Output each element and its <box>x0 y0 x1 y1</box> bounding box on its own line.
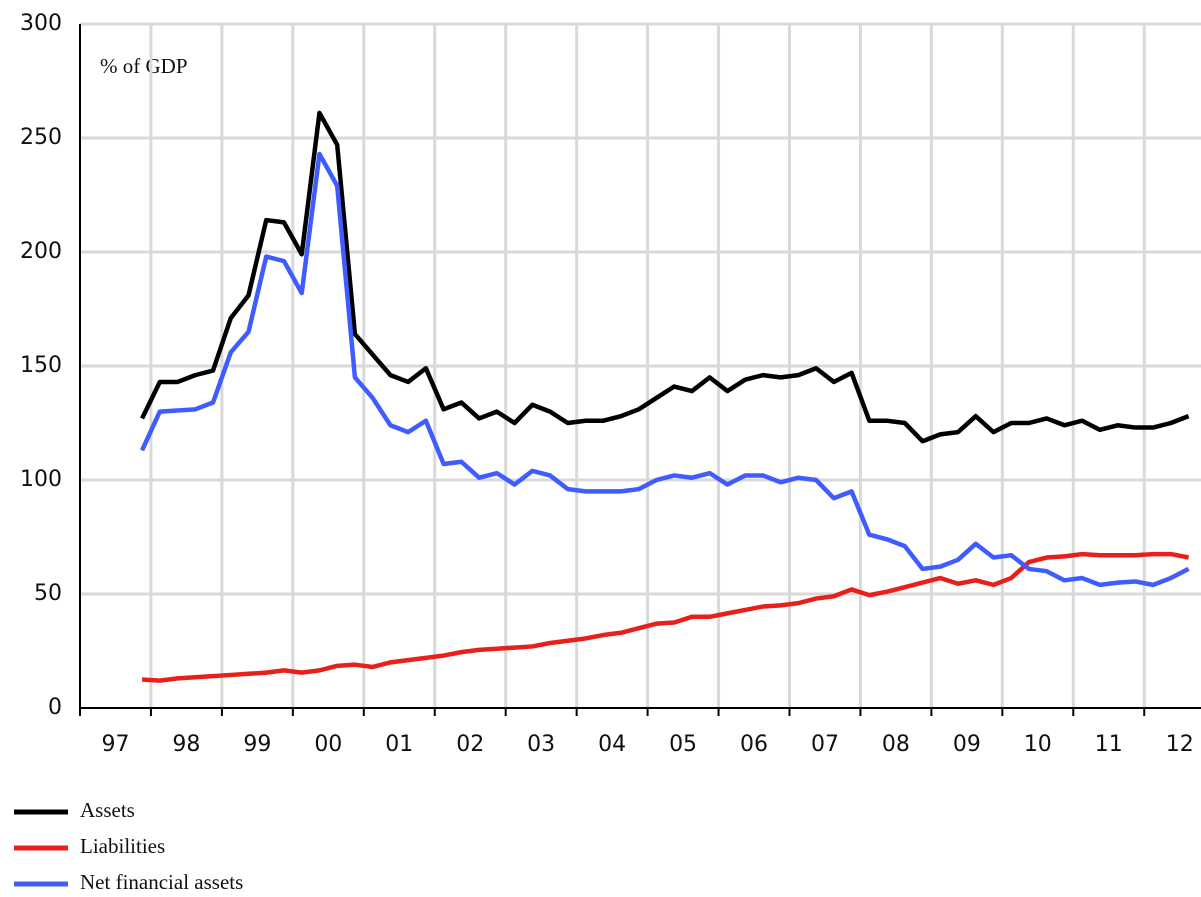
x-tick-label: 99 <box>243 732 271 757</box>
x-tick-label: 02 <box>456 732 484 757</box>
series-line <box>140 151 1190 588</box>
legend-label: Net financial assets <box>80 870 243 894</box>
x-tick-label: 97 <box>101 732 129 757</box>
series-line <box>141 551 1190 683</box>
series-line <box>140 110 1190 444</box>
y-tick-label: 50 <box>34 581 62 606</box>
y-tick-label: 200 <box>20 239 62 264</box>
x-tick-label: 12 <box>1166 732 1194 757</box>
legend-label: Assets <box>80 798 135 822</box>
x-tick-label: 07 <box>811 732 839 757</box>
x-tick-label: 09 <box>953 732 981 757</box>
x-tick-label: 11 <box>1095 732 1123 757</box>
y-tick-label: 150 <box>20 353 62 378</box>
x-tick-label: 03 <box>527 732 555 757</box>
y-tick-label: 0 <box>48 695 62 720</box>
x-tick-label: 04 <box>598 732 626 757</box>
x-tick-label: 98 <box>172 732 200 757</box>
y-tick-label: 100 <box>20 467 62 492</box>
x-tick-label: 06 <box>740 732 768 757</box>
x-tick-label: 05 <box>669 732 697 757</box>
x-tick-label: 00 <box>314 732 342 757</box>
y-tick-label: 250 <box>20 125 62 150</box>
y-tick-label: 300 <box>20 11 62 36</box>
annotation: % of GDP <box>100 54 188 78</box>
x-tick-label: 10 <box>1024 732 1052 757</box>
x-tick-label: 01 <box>385 732 413 757</box>
x-tick-label: 08 <box>882 732 910 757</box>
legend-label: Liabilities <box>80 834 165 858</box>
